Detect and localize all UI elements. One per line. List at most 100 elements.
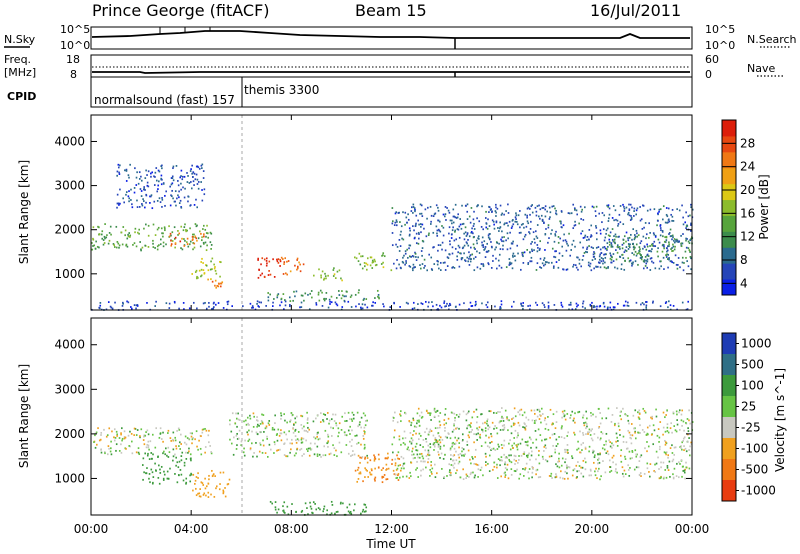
velocity-colorbar-frame	[721, 332, 737, 502]
velocity-cell	[531, 419, 534, 422]
power-cell	[340, 297, 343, 300]
power-cell	[190, 168, 192, 171]
velocity-cell	[536, 408, 539, 411]
velocity-cell	[256, 425, 258, 428]
velocity-cell	[295, 510, 297, 513]
power-cell	[289, 300, 292, 302]
power-cell	[189, 240, 192, 243]
velocity-cell	[666, 430, 669, 432]
velocity-cell	[360, 416, 363, 419]
power-cell	[520, 303, 522, 305]
velocity-cell	[531, 471, 534, 474]
velocity-cell	[662, 433, 664, 436]
power-cell	[407, 218, 410, 221]
velocity-cell	[283, 413, 285, 416]
power-cell	[689, 256, 692, 258]
velocity-plot-background	[91, 318, 692, 515]
power-cell	[608, 243, 611, 246]
power-cell	[511, 242, 514, 245]
velocity-cell	[466, 412, 469, 414]
velocity-cell	[481, 428, 483, 431]
power-cell	[605, 253, 607, 256]
power-cell	[516, 244, 519, 247]
power-cell	[591, 301, 593, 304]
power-cell	[145, 193, 147, 196]
power-cell	[402, 256, 404, 259]
power-cell	[522, 251, 524, 254]
power-cell	[142, 198, 144, 201]
velocity-cell	[387, 452, 389, 455]
velocity-cell	[147, 440, 150, 443]
velocity-cell	[601, 417, 603, 420]
power-cell	[91, 242, 93, 244]
power-cell	[636, 207, 639, 210]
velocity-cell	[485, 464, 487, 467]
power-cell	[149, 195, 151, 198]
power-cell	[667, 253, 670, 256]
power-colorbar-cell	[722, 231, 736, 248]
power-cell	[408, 227, 411, 230]
power-cell	[431, 269, 434, 271]
power-cell	[394, 221, 397, 224]
velocity-cell	[617, 422, 620, 425]
velocity-cell	[421, 415, 424, 418]
power-cell	[445, 305, 447, 308]
velocity-cell	[500, 443, 503, 446]
power-cell	[468, 235, 471, 238]
velocity-cell	[243, 420, 245, 423]
power-cell	[590, 269, 593, 272]
velocity-cell	[466, 444, 469, 446]
power-cell	[437, 209, 440, 212]
frequency-trace	[92, 71, 690, 74]
power-cell	[454, 247, 457, 250]
power-cell	[129, 234, 132, 237]
power-cell	[593, 206, 595, 209]
velocity-cell	[174, 439, 177, 442]
power-cell	[446, 207, 448, 209]
power-cell	[104, 223, 106, 225]
velocity-cell	[345, 444, 348, 446]
power-cell	[178, 307, 180, 310]
power-cell	[450, 233, 453, 236]
velocity-cell	[177, 427, 180, 430]
velocity-cell	[459, 452, 462, 455]
velocity-cell	[454, 436, 457, 439]
power-cell	[401, 237, 403, 240]
power-cell	[547, 305, 550, 307]
power-cell	[354, 293, 357, 296]
velocity-cell	[497, 443, 500, 446]
power-cell	[535, 214, 538, 217]
power-cell	[676, 208, 678, 211]
power-cell	[107, 301, 110, 304]
power-cell	[461, 204, 463, 207]
velocity-cell	[597, 470, 599, 473]
power-cell	[582, 246, 584, 249]
power-cell	[590, 235, 593, 237]
power-cell	[350, 294, 353, 297]
power-cell	[265, 257, 268, 260]
velocity-cell	[363, 443, 366, 446]
power-cell	[194, 178, 197, 181]
power-cell	[371, 304, 373, 307]
power-cell	[516, 220, 518, 223]
power-cell	[664, 302, 667, 304]
power-cell	[329, 303, 331, 305]
velocity-cell	[413, 425, 416, 428]
velocity-cell	[191, 432, 193, 435]
power-cell	[488, 206, 491, 209]
velocity-cell	[561, 410, 564, 413]
power-cell	[99, 301, 102, 304]
velocity-cell	[162, 452, 164, 455]
power-cell	[614, 233, 617, 236]
power-cell	[476, 242, 478, 245]
velocity-cell	[285, 455, 287, 458]
power-cell	[645, 308, 648, 311]
power-cell	[337, 290, 340, 292]
velocity-cell	[599, 438, 601, 441]
x-tick-label: 04:00	[174, 522, 209, 536]
power-cell	[505, 210, 507, 212]
velocity-cell	[683, 445, 685, 448]
velocity-cell	[201, 431, 204, 434]
velocity-cell	[426, 410, 428, 413]
velocity-cell	[527, 454, 529, 457]
